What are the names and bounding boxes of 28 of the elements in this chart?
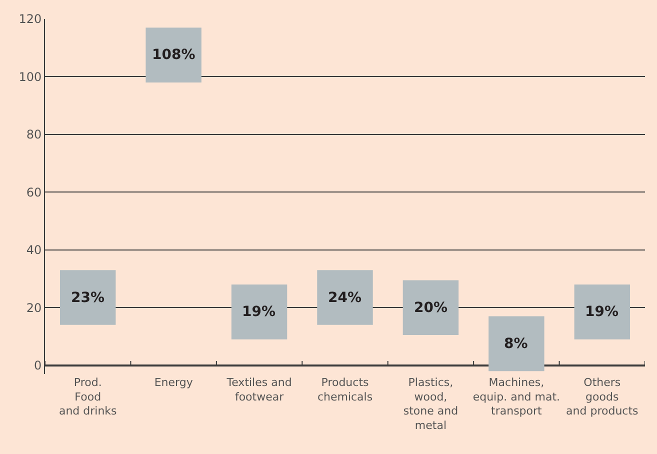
- y-tick-label: 80: [26, 128, 42, 142]
- annotation: 23%: [71, 290, 105, 306]
- x-tick-label: Textiles and footwear: [226, 376, 292, 404]
- bar: [317, 270, 373, 325]
- y-tick-label: 40: [26, 243, 42, 258]
- y-tick-label: 60: [26, 185, 42, 200]
- annotation: 20%: [414, 300, 448, 316]
- x-tick-label: Energy: [154, 376, 194, 389]
- y-tick-label: 120: [18, 12, 42, 26]
- x-tick-label: Machines, equip. and mat. transport: [472, 376, 560, 418]
- bar: [231, 284, 288, 340]
- annotation: 8%: [504, 336, 528, 352]
- x-tick-label: Others goods and products: [566, 376, 639, 418]
- bar: [574, 284, 630, 340]
- annotation: 19%: [585, 304, 619, 320]
- x-tick-label: Products chemicals: [317, 376, 373, 404]
- y-tick-label: 20: [26, 300, 42, 315]
- y-tick-label: 100: [18, 70, 42, 84]
- bar: [402, 280, 459, 336]
- y-tick-label: 0: [34, 358, 42, 373]
- annotation: 19%: [242, 304, 276, 320]
- bar: [488, 316, 544, 372]
- bar: [146, 28, 202, 82]
- x-tick-label: Prod. Food and drinks: [58, 376, 118, 418]
- x-tick-label: Plastics, wood, stone and metal: [403, 376, 458, 432]
- annotation: 24%: [328, 290, 362, 306]
- annotation: 108%: [152, 47, 196, 63]
- bar: [60, 270, 116, 325]
